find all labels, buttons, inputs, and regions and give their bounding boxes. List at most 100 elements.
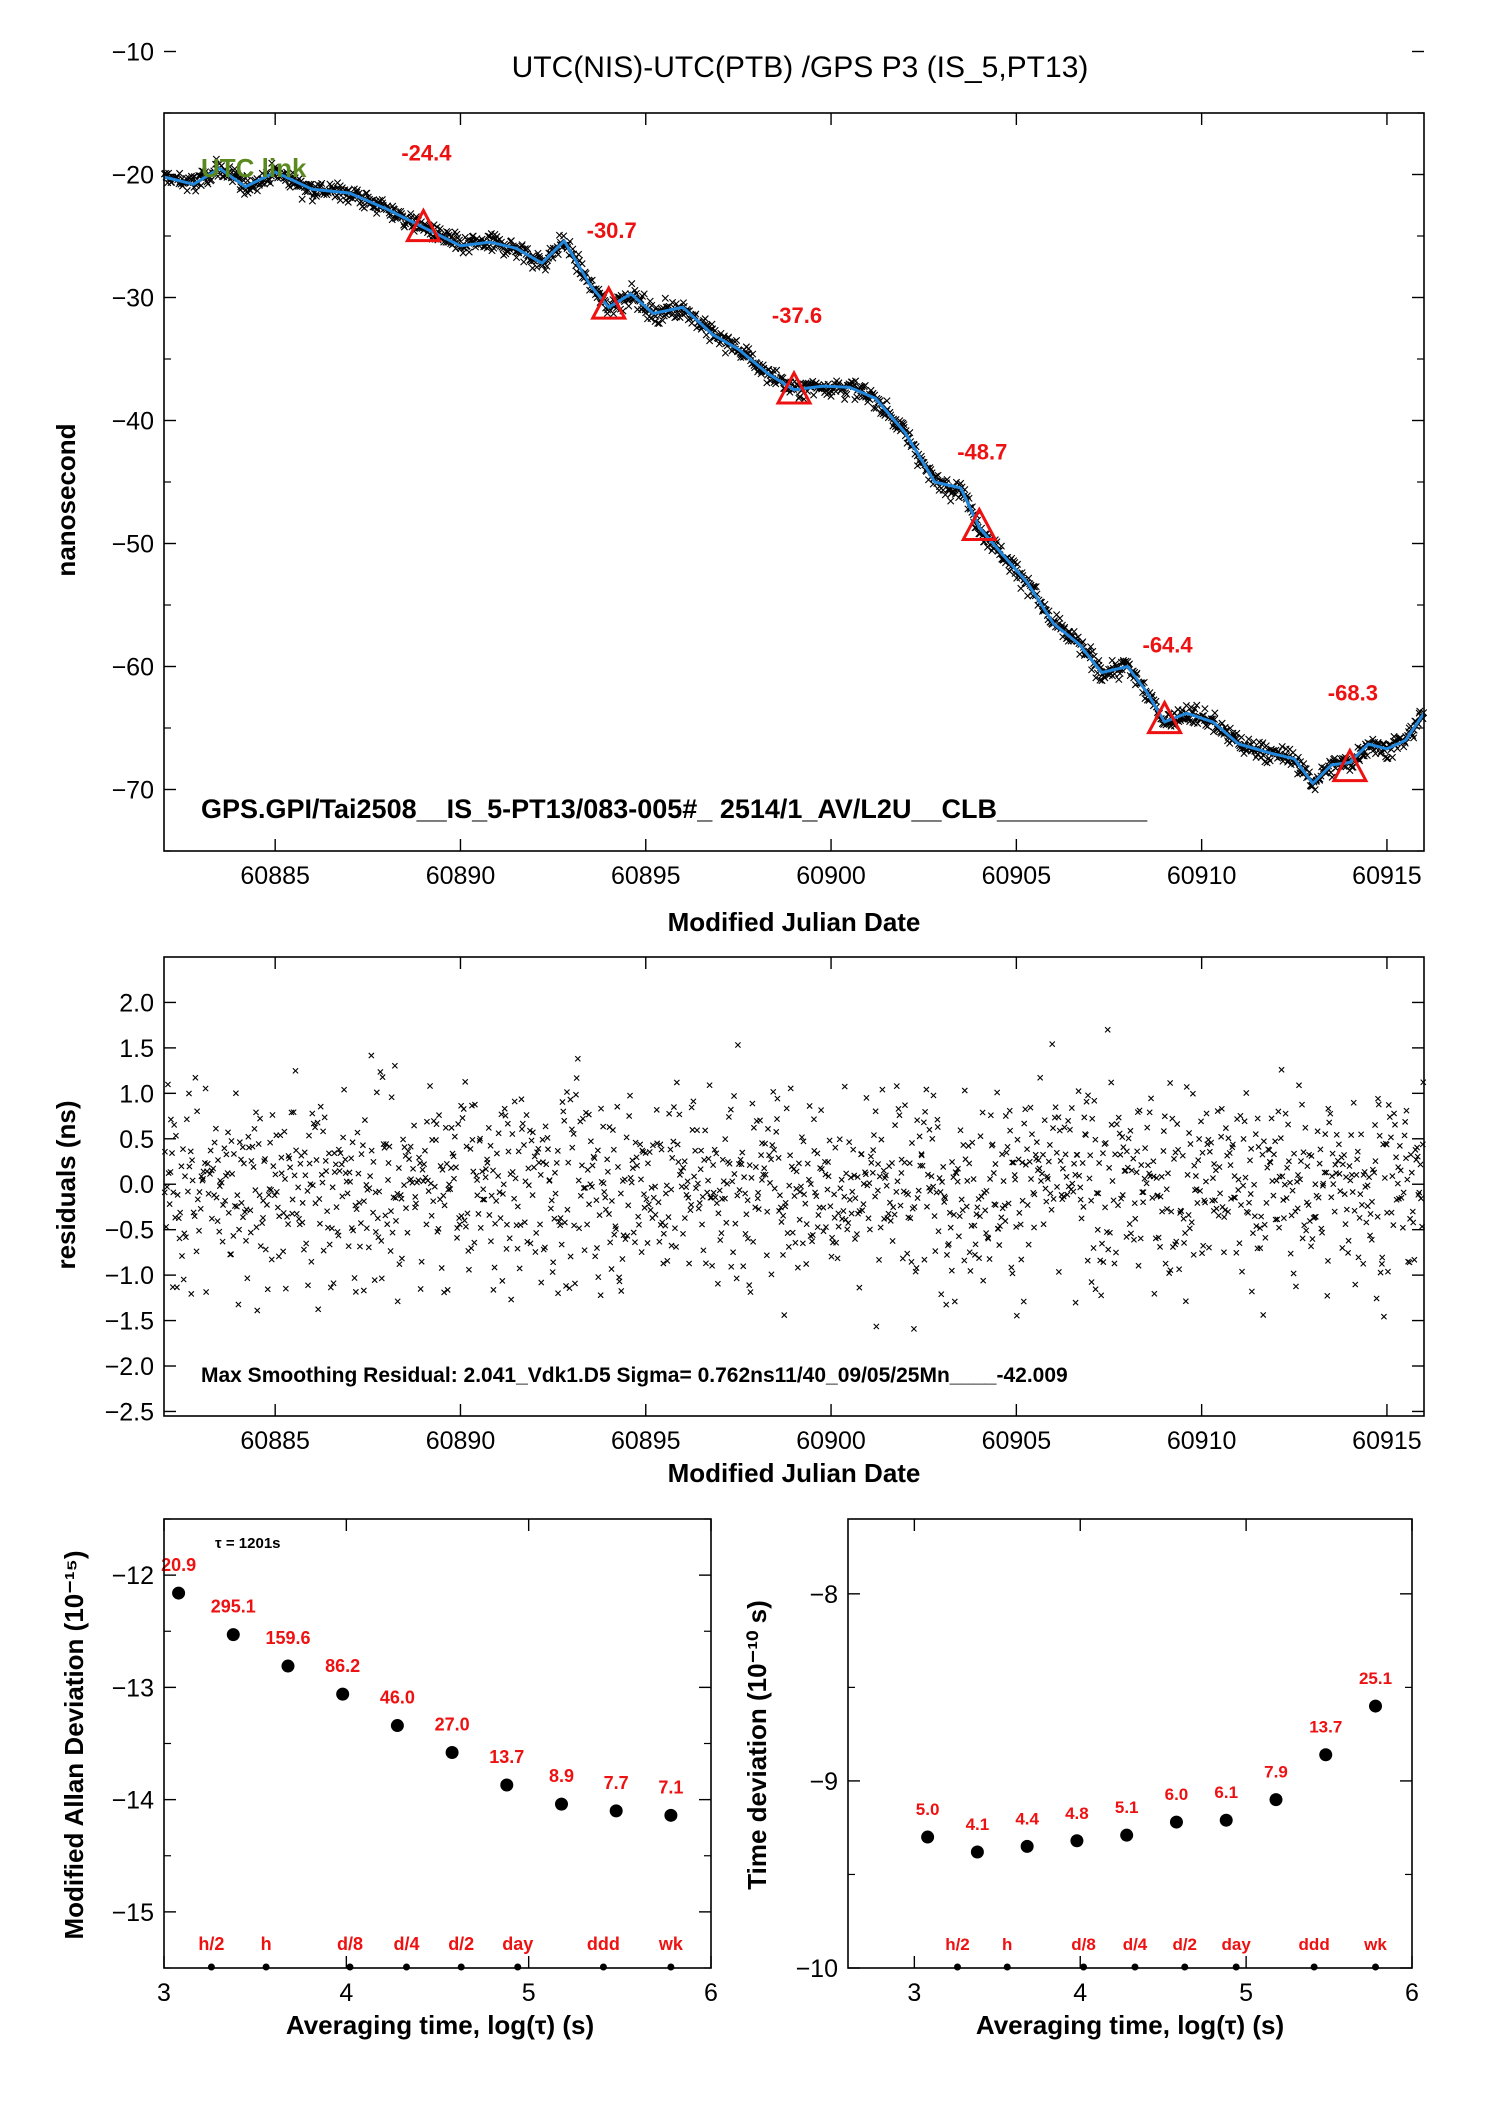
- residual-point: [1099, 1150, 1106, 1157]
- residual-point: [290, 1109, 297, 1116]
- residual-point: [1287, 1179, 1293, 1186]
- residual-point: [1304, 1163, 1311, 1170]
- residual-point: [1275, 1108, 1282, 1115]
- residual-point: [1254, 1115, 1261, 1122]
- residual-point: [309, 1182, 316, 1189]
- residual-point: [1235, 1176, 1242, 1183]
- residual-point: [331, 1169, 338, 1176]
- residual-point: [295, 1184, 302, 1191]
- residual-point: [288, 1109, 295, 1116]
- residual-point: [420, 1178, 427, 1185]
- residual-point: [681, 1158, 688, 1165]
- residual-point: [741, 1174, 748, 1181]
- residual-point: [888, 1160, 895, 1166]
- residual-point: [345, 1243, 352, 1250]
- residual-point: [776, 1192, 783, 1199]
- residual-point: [1013, 1223, 1020, 1230]
- interval-marker: [1232, 1963, 1240, 1971]
- residual-point: [868, 1159, 875, 1166]
- residual-point: [331, 1150, 338, 1157]
- data-point: [336, 196, 344, 204]
- residual-point: [632, 1139, 639, 1146]
- residual-point: [172, 1132, 179, 1139]
- residual-point: [1297, 1158, 1304, 1165]
- residual-point: [1181, 1239, 1188, 1246]
- residual-point: [867, 1153, 874, 1160]
- residual-point: [1253, 1223, 1260, 1230]
- residual-point: [533, 1229, 540, 1236]
- residual-point: [948, 1267, 955, 1274]
- residual-point: [664, 1257, 671, 1264]
- residual-point: [987, 1112, 994, 1119]
- residual-point: [1255, 1143, 1262, 1150]
- residual-point: [668, 1242, 675, 1249]
- residual-point: [1028, 1131, 1035, 1138]
- residual-point: [687, 1207, 694, 1214]
- residual-point: [1146, 1109, 1153, 1116]
- residual-point: [600, 1123, 607, 1130]
- data-point: [560, 232, 568, 240]
- x-tick-label: 4: [339, 1979, 353, 2007]
- x-tick-label: 6: [1405, 1979, 1419, 2007]
- residual-point: [1376, 1132, 1383, 1139]
- data-point: [1087, 643, 1095, 651]
- residual-point: [755, 1206, 762, 1213]
- residual-point: [994, 1089, 1001, 1096]
- residual-point: [841, 1193, 848, 1200]
- residual-point: [287, 1164, 294, 1171]
- residual-point: [822, 1171, 829, 1178]
- residual-point: [860, 1201, 867, 1208]
- residual-point: [1230, 1194, 1237, 1201]
- residual-point: [800, 1138, 807, 1145]
- residual-point: [841, 1083, 848, 1090]
- residual-point: [1208, 1139, 1215, 1146]
- residual-point: [1199, 1250, 1206, 1257]
- residual-point: [1235, 1187, 1242, 1194]
- residual-point: [1126, 1221, 1133, 1227]
- data-point: [943, 475, 951, 484]
- interval-label: h: [1002, 1935, 1012, 1954]
- residual-point: [1248, 1145, 1255, 1152]
- data-point: [389, 202, 397, 210]
- residual-point: [323, 1168, 330, 1175]
- residual-point: [1294, 1205, 1301, 1212]
- residual-point: [194, 1196, 201, 1203]
- residual-point: [699, 1193, 706, 1200]
- residual-point: [722, 1136, 729, 1143]
- residual-point: [492, 1220, 499, 1227]
- residual-point: [1137, 1235, 1144, 1242]
- data-point: [1250, 738, 1258, 746]
- residual-point: [893, 1083, 900, 1090]
- residual-point: [1316, 1160, 1323, 1167]
- residual-point: [787, 1152, 794, 1159]
- deviation-point: [1120, 1828, 1134, 1842]
- residual-point: [1353, 1171, 1360, 1178]
- residual-point: [1289, 1187, 1296, 1194]
- residual-point: [1019, 1159, 1026, 1166]
- residual-point: [1317, 1146, 1324, 1153]
- residual-point: [517, 1221, 524, 1228]
- residual-point: [484, 1159, 491, 1166]
- residual-point: [694, 1180, 701, 1187]
- residual-point: [1071, 1160, 1078, 1167]
- residual-point: [840, 1208, 847, 1215]
- residual-point: [534, 1149, 541, 1156]
- residual-point: [634, 1162, 641, 1169]
- residual-point: [1343, 1206, 1350, 1213]
- residual-point: [1346, 1163, 1353, 1170]
- x-tick-label: 60890: [426, 862, 496, 890]
- residual-point: [464, 1210, 471, 1217]
- residual-point: [898, 1169, 905, 1176]
- residual-point: [1019, 1197, 1026, 1204]
- data-point: [1363, 751, 1371, 759]
- residual-point: [961, 1087, 968, 1094]
- residual-point: [170, 1189, 177, 1196]
- x-tick-label: 3: [907, 1979, 921, 2007]
- residual-point: [438, 1265, 445, 1272]
- residual-point: [240, 1160, 247, 1167]
- residual-point: [1028, 1176, 1035, 1182]
- interval-marker: [403, 1963, 411, 1971]
- residual-point: [1368, 1198, 1375, 1205]
- residual-point: [327, 1284, 334, 1291]
- residual-point: [1097, 1257, 1104, 1264]
